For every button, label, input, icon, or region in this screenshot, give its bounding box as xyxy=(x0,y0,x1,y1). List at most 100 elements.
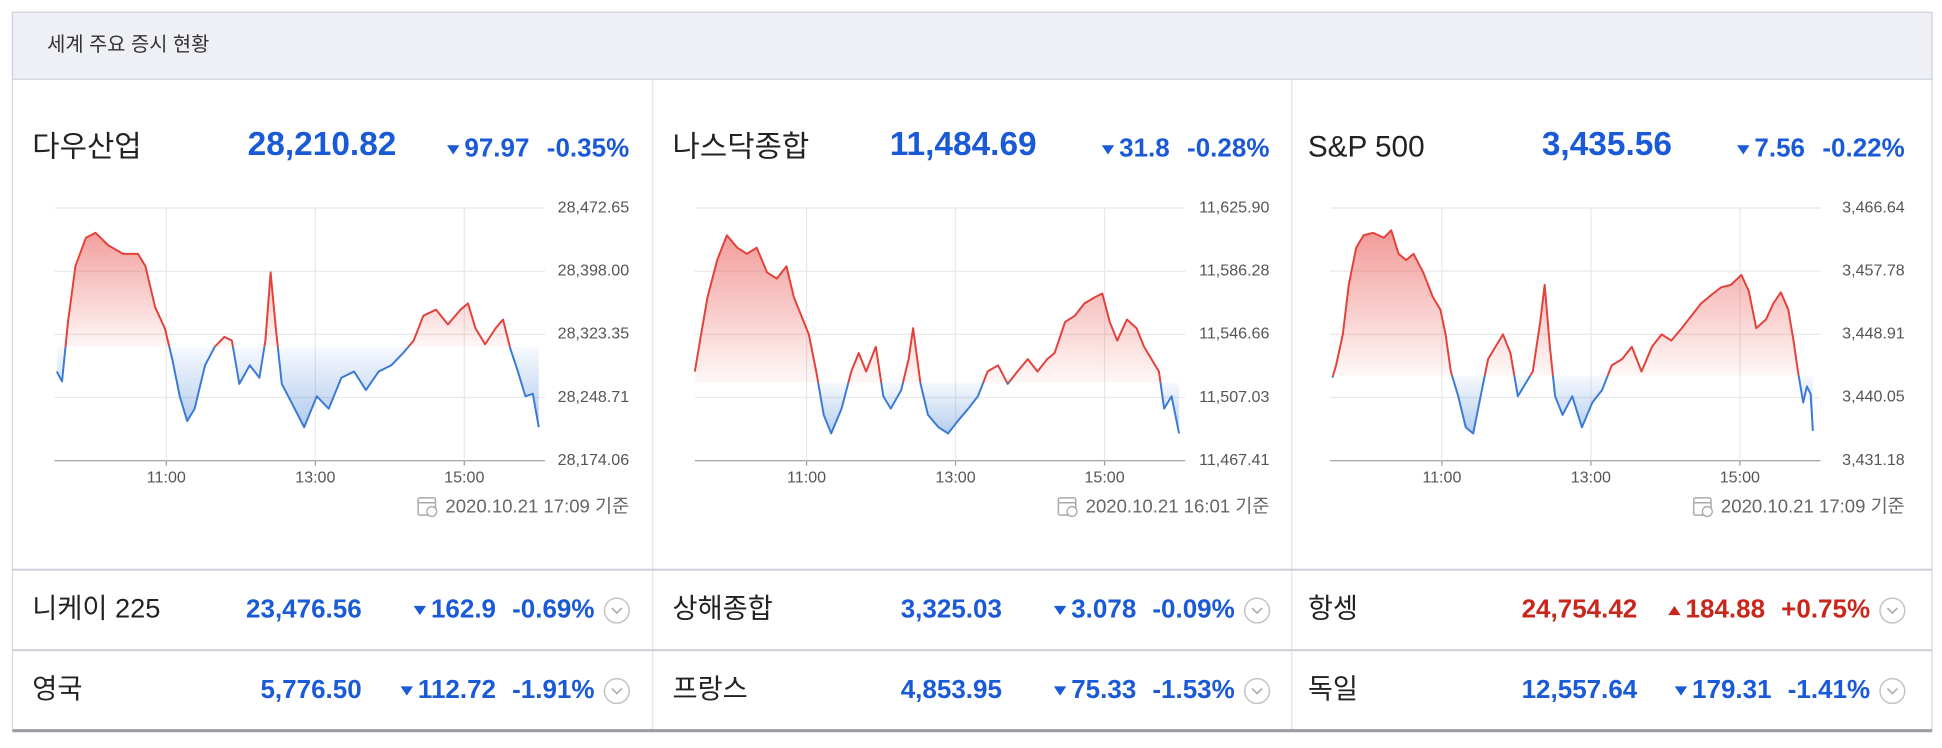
change-pct: +0.75% xyxy=(1781,593,1870,623)
direction-arrow xyxy=(1737,145,1750,155)
calendar-icon xyxy=(417,497,437,516)
change-pct: -0.69% xyxy=(512,593,594,623)
area-below xyxy=(56,346,539,428)
direction-arrow xyxy=(400,686,413,696)
y-tick-label: 3,431.18 xyxy=(1842,451,1905,469)
x-tick-label: 13:00 xyxy=(935,468,975,486)
x-tick-label: 13:00 xyxy=(295,468,335,486)
change-pct: -1.91% xyxy=(512,674,594,704)
x-tick-label: 13:00 xyxy=(1571,468,1611,486)
y-tick-label: 11,507.03 xyxy=(1199,388,1269,406)
direction-arrow xyxy=(1668,605,1681,616)
expand-button[interactable] xyxy=(1879,597,1906,624)
change-pct: -0.35% xyxy=(547,133,629,163)
calendar-icon xyxy=(1057,497,1077,516)
direction-arrow xyxy=(1101,145,1115,155)
x-tick-label: 15:00 xyxy=(1720,468,1760,486)
y-tick-label: 11,625.90 xyxy=(1199,198,1269,216)
index-name: 니케이 225 xyxy=(32,593,160,624)
chevron-icon xyxy=(611,687,623,695)
area-above xyxy=(56,232,539,347)
timestamp: 2020.10.21 17:09 기준 xyxy=(1721,496,1905,517)
y-tick-label: 28,472.65 xyxy=(558,198,630,216)
timestamp: 2020.10.21 16:01 기준 xyxy=(1086,496,1270,517)
y-tick-label: 28,323.35 xyxy=(558,325,630,343)
line-above xyxy=(64,231,511,347)
change-value: 179.31 xyxy=(1692,674,1772,704)
x-tick-label: 11:00 xyxy=(787,468,826,486)
change-pct: -1.53% xyxy=(1152,674,1234,704)
index-price: 28,210.82 xyxy=(248,126,397,163)
x-tick-label: 11:00 xyxy=(1422,468,1461,486)
change-value: 3.078 xyxy=(1071,593,1136,623)
index-price: 4,853.95 xyxy=(901,674,1002,704)
y-tick-label: 3,440.05 xyxy=(1842,388,1905,406)
calendar-icon xyxy=(1066,505,1078,518)
x-tick-label: 11:00 xyxy=(147,468,186,486)
change-value: 112.72 xyxy=(418,674,496,704)
index-name: 상해종합 xyxy=(673,593,773,624)
y-tick-label: 28,398.00 xyxy=(558,261,630,279)
expand-button[interactable] xyxy=(1243,597,1271,624)
y-tick-label: 28,174.06 xyxy=(558,451,630,469)
chevron-icon xyxy=(1886,687,1898,695)
expand-button[interactable] xyxy=(1879,677,1906,705)
index-price: 24,754.42 xyxy=(1522,593,1638,623)
area-above xyxy=(694,235,1161,383)
chevron-icon xyxy=(1886,607,1898,615)
chevron-icon xyxy=(1251,607,1263,615)
panel-title: 세계 주요 증시 현황 xyxy=(47,34,209,56)
expand-button[interactable] xyxy=(603,597,630,624)
area-above xyxy=(1332,230,1799,376)
change-pct: -1.41% xyxy=(1788,674,1870,704)
change-value: 184.88 xyxy=(1686,593,1766,623)
change-value: 97.97 xyxy=(464,133,529,163)
expand-button[interactable] xyxy=(603,677,630,705)
x-tick-label: 15:00 xyxy=(1084,468,1124,486)
expand-button[interactable] xyxy=(1243,677,1271,705)
change-value: 75.33 xyxy=(1071,674,1136,704)
index-name: 항셍 xyxy=(1308,593,1358,624)
y-tick-label: 3,466.64 xyxy=(1842,198,1905,216)
line-below xyxy=(55,346,540,429)
direction-arrow xyxy=(413,605,427,616)
calendar-icon xyxy=(1701,505,1713,518)
index-name: 프랑스 xyxy=(673,673,748,704)
direction-arrow xyxy=(1053,686,1067,696)
chevron-icon xyxy=(611,607,623,615)
y-tick-label: 3,448.91 xyxy=(1842,325,1905,343)
change-value: 7.56 xyxy=(1754,133,1805,163)
line-above xyxy=(1331,229,1800,376)
index-price: 5,776.50 xyxy=(260,674,361,704)
chevron-icon xyxy=(1251,687,1263,695)
area-below xyxy=(694,382,1180,434)
direction-arrow xyxy=(1053,605,1067,616)
direction-arrow xyxy=(1674,686,1688,696)
change-pct: -0.09% xyxy=(1152,593,1234,623)
y-tick-label: 11,586.28 xyxy=(1199,261,1269,279)
line-below xyxy=(1331,375,1814,435)
timestamp: 2020.10.21 17:09 기준 xyxy=(445,496,629,517)
index-price: 12,557.64 xyxy=(1522,674,1638,704)
calendar-icon xyxy=(1692,497,1712,516)
direction-arrow xyxy=(447,145,460,155)
index-price: 11,484.69 xyxy=(890,126,1037,163)
index-price: 3,325.03 xyxy=(901,593,1002,623)
y-tick-label: 11,546.66 xyxy=(1199,325,1269,343)
line-below xyxy=(817,382,1181,435)
index-name: 영국 xyxy=(32,673,82,704)
y-tick-label: 11,467.41 xyxy=(1199,451,1269,469)
x-tick-label: 15:00 xyxy=(444,468,484,486)
y-tick-label: 3,457.78 xyxy=(1842,261,1905,279)
area-below xyxy=(1332,375,1813,434)
line-above xyxy=(693,234,1162,383)
change-value: 31.8 xyxy=(1119,133,1170,163)
index-name: 독일 xyxy=(1308,673,1358,704)
index-price: 23,476.56 xyxy=(246,593,362,623)
change-value: 162.9 xyxy=(431,593,496,623)
index-name: S&P 500 xyxy=(1308,130,1425,163)
panel-header xyxy=(11,11,1933,80)
index-name: 다우산업 xyxy=(32,130,141,163)
